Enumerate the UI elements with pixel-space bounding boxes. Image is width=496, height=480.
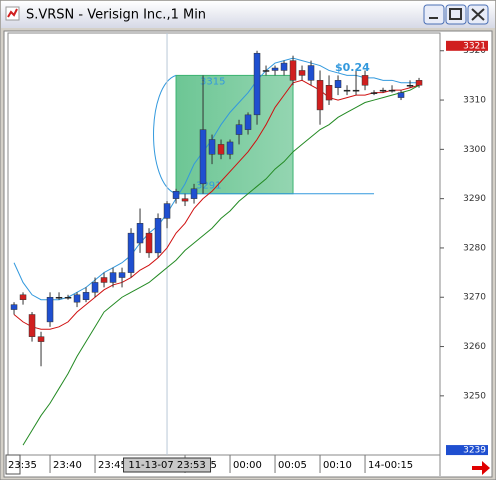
y-tick-label: 3320 [463,46,486,56]
candle-body [325,85,333,101]
candle-body [64,296,72,299]
y-tick-label: 3310 [463,96,486,106]
crosshair-time-label: 11-13-07 23:53 [128,460,205,471]
scroll-box[interactable] [5,454,21,475]
price-tag [446,40,488,51]
price-zone [175,74,294,195]
x-tick-label: 00:00 [233,460,262,471]
candle-body [127,232,135,273]
candle-body [181,198,189,202]
x-tick-label: 23:35 [8,460,37,471]
candle-body [415,80,423,86]
candle-body [388,89,396,92]
crosshair-time-box [123,457,212,473]
candle-body [379,89,387,92]
maximize-button[interactable] [445,4,467,25]
candle-body [280,62,288,71]
candle-body [154,218,162,254]
candle-body [289,60,297,81]
candle-body [262,70,270,72]
y-tick-label: 3290 [463,194,486,204]
candle-body [226,141,234,155]
candle-body [55,296,63,299]
candle-body [73,294,81,303]
candle-body [10,304,18,310]
candle-body [109,272,117,283]
candle-body [190,188,198,199]
candle-body [397,92,405,98]
candle-body [235,124,243,135]
candle-body [46,296,54,323]
y-tick-label: 3250 [463,391,486,401]
y-tick-label: 3300 [463,145,486,155]
candle-body [82,292,90,300]
candle-body [352,89,360,92]
window-title: S.VRSN - Verisign Inc.,1 Min [26,8,206,23]
x-tick-label: 23:40 [53,460,82,471]
indicator-line [13,79,420,330]
y-tick-label: 3260 [463,342,486,352]
indicator-line [13,57,420,301]
candle-body [307,65,315,81]
x-tick-label: 23:45 [98,460,127,471]
candle-body [271,67,279,71]
price-tag-label: 3239 [463,446,486,456]
candle-body [208,139,216,155]
close-button[interactable] [467,4,489,25]
price-tag [446,445,488,456]
candle-body [199,129,207,185]
candle-body [343,89,351,92]
candle-body [118,272,126,278]
candle-body [163,203,171,219]
title-bar [1,1,495,28]
minimize-button[interactable] [423,4,445,25]
candle-body [334,80,342,88]
candle-body [37,336,45,342]
candle-body [244,114,252,130]
x-tick-label: 00:05 [278,460,307,471]
zone-top-label: 3315 [200,76,225,87]
candle-body [91,282,99,293]
x-tick-label: 14-00:15 [368,460,413,471]
change-label: $0.24 [335,61,370,74]
indicator-line [22,84,420,446]
price-tag-label: 3321 [463,41,486,51]
candle-body [136,223,144,244]
candle-body [28,314,36,337]
candle-body [406,85,414,87]
candle-body [316,80,324,111]
candle-body [100,277,108,283]
y-tick-label: 3280 [463,243,486,253]
plot-layer: 3315 3291 [10,33,423,455]
candle-body [19,294,27,300]
candle-body [145,232,153,254]
x-tick-label: 00:10 [323,460,352,471]
zone-bottom-label: 3291 [196,181,221,192]
candle-body [172,191,180,199]
candle-body [217,144,225,155]
candle-body [298,70,306,76]
candle-body [253,52,261,116]
app-icon-graph [7,8,18,18]
y-tick-label: 3270 [463,293,486,303]
candle-body [361,75,369,86]
candle-body [370,92,378,94]
scroll-right-arrow[interactable] [472,461,490,475]
